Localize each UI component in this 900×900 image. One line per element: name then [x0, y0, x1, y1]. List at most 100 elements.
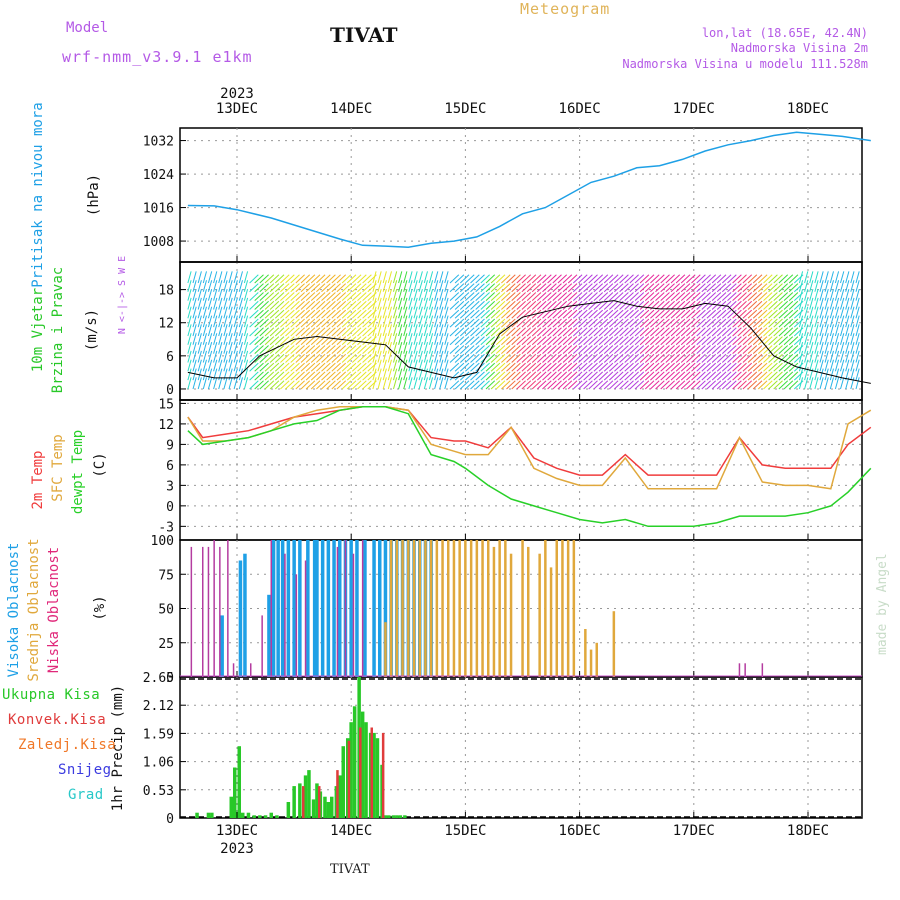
wind-barb: [382, 288, 387, 301]
wind-barb: [598, 380, 609, 390]
wind-barb: [346, 309, 357, 319]
wind-barb: [228, 377, 233, 390]
wind-barb: [274, 309, 285, 319]
wind-barb: [634, 336, 645, 346]
wind-barb: [608, 300, 619, 310]
wind-barb: [783, 309, 794, 319]
wind-barb: [423, 368, 428, 381]
wind-barb: [310, 362, 321, 372]
wind-barb: [747, 353, 758, 363]
wind-barb: [408, 288, 413, 301]
wind-barb: [269, 336, 280, 346]
wind-barb: [444, 377, 449, 390]
low-cloud-bar: [738, 663, 741, 677]
wind-barb: [608, 309, 619, 319]
wind-barb: [824, 280, 829, 292]
wind-barb: [238, 377, 243, 390]
wind-barb: [336, 327, 347, 337]
wind-barb: [742, 300, 753, 310]
wind-barb: [639, 371, 650, 381]
wind-barb: [238, 333, 243, 345]
wind-barb: [572, 380, 583, 390]
wind-barb: [280, 300, 290, 310]
wind-barb: [428, 359, 434, 372]
wind-barb: [608, 345, 619, 354]
wind-barb: [398, 306, 403, 319]
wind-barb: [321, 309, 331, 319]
wind-barb: [274, 371, 285, 381]
wind-barb: [238, 350, 243, 363]
wind-barb: [202, 377, 207, 390]
wind-barb: [238, 315, 243, 328]
wind-barb: [614, 309, 624, 319]
wind-barb: [336, 380, 347, 390]
wind-barb: [459, 274, 470, 284]
wind-barb: [706, 353, 717, 363]
wind-barb: [495, 309, 506, 319]
wind-barb: [809, 324, 814, 337]
mid-cloud-bar: [429, 540, 433, 677]
wind-barb: [249, 353, 259, 363]
wind-barb: [357, 327, 367, 337]
wind-barb: [834, 288, 840, 301]
total-precip-bar: [206, 812, 211, 818]
wind-barb: [259, 309, 269, 319]
wind-barb: [650, 371, 660, 381]
low-cloud-bar: [213, 540, 215, 677]
wind-barb: [670, 336, 681, 346]
wind-barb: [747, 336, 758, 346]
wind-barb: [696, 292, 706, 301]
wind-barb: [829, 297, 834, 310]
wind-barb: [290, 371, 300, 381]
wind-barb: [449, 318, 460, 328]
wind-barb: [850, 341, 855, 354]
wind-barb: [603, 345, 614, 354]
wind-barb: [691, 283, 701, 293]
wind-barb: [845, 288, 850, 301]
wind-barb: [413, 350, 418, 363]
wind-barb: [444, 368, 449, 381]
wind-barb: [501, 274, 511, 284]
wind-barb: [578, 300, 588, 310]
wind-barb: [732, 327, 742, 337]
wind-barb: [752, 371, 763, 381]
wind-barb: [357, 353, 367, 363]
wind-barb: [274, 300, 285, 310]
wind-barb: [701, 345, 711, 354]
wind-barb: [840, 368, 845, 381]
wind-barb: [233, 280, 238, 292]
wind-barb: [316, 318, 326, 328]
wind-barb: [588, 318, 598, 328]
wind-barb: [454, 345, 465, 354]
wind-barb: [829, 324, 834, 337]
wind-barb: [686, 345, 696, 354]
mid-cloud-bar: [572, 540, 576, 677]
wind-barb: [536, 327, 547, 337]
wind-barb: [798, 297, 804, 310]
wind-barb: [197, 324, 202, 337]
wind-barb: [562, 318, 573, 328]
wind-barb: [413, 341, 418, 354]
total-precip-bar: [258, 815, 262, 818]
wind-barb: [470, 274, 480, 284]
wind-barb: [485, 353, 496, 363]
wind-barb: [341, 309, 352, 319]
pressure-unit: (hPa): [86, 174, 102, 216]
wind-barb: [357, 300, 367, 310]
wind-barb: [382, 306, 387, 319]
wind-barb: [732, 318, 742, 328]
wind-barb: [557, 292, 568, 301]
wind-barb: [280, 336, 290, 346]
wind-barb: [187, 350, 192, 363]
precip-legend-item: Zaledj.Kisa: [18, 737, 116, 753]
wind-barb: [243, 377, 249, 390]
y-tick-label: 75: [158, 568, 174, 583]
wind-barb: [824, 377, 829, 390]
wind-barb: [614, 283, 624, 293]
wind-barb: [644, 292, 655, 301]
wind-barb: [295, 353, 305, 363]
high-cloud-bar: [320, 540, 325, 677]
wind-barb: [562, 327, 573, 337]
wind-barb: [264, 283, 275, 293]
wind-barb: [480, 362, 490, 372]
